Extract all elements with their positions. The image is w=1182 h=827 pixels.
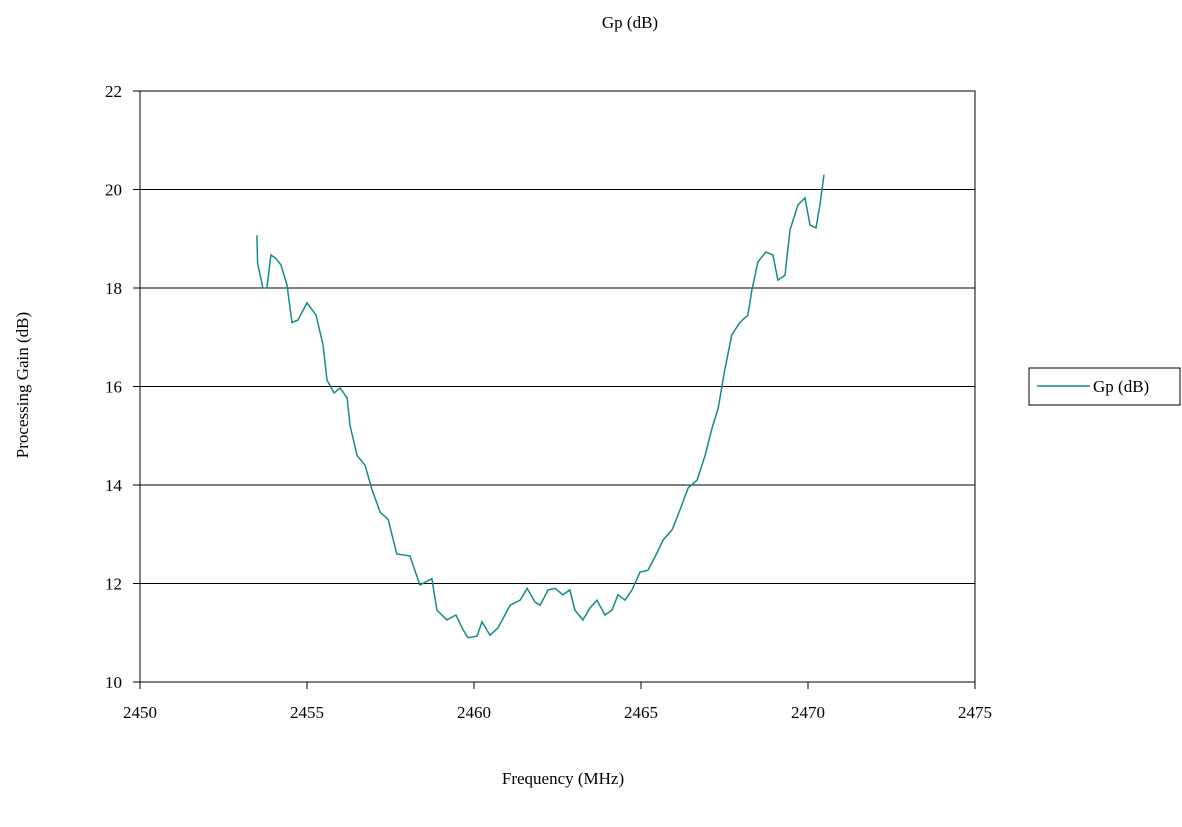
plot-border — [139, 90, 976, 683]
data-line — [256, 174, 825, 639]
chart-title: Gp (dB) — [602, 13, 658, 32]
y-tick-label: 16 — [105, 378, 122, 397]
y-tick-label: 10 — [105, 673, 122, 692]
y-tick-label: 20 — [105, 181, 122, 200]
x-axis-label: Frequency (MHz) — [502, 769, 624, 788]
x-tick-label: 2470 — [791, 703, 825, 722]
x-tick-label: 2455 — [290, 703, 324, 722]
y-axis-label: Processing Gain (dB) — [13, 312, 32, 458]
x-tick-label: 2450 — [123, 703, 157, 722]
y-tick-label: 18 — [105, 279, 122, 298]
y-tick-label: 12 — [105, 575, 122, 594]
x-tick-label: 2460 — [457, 703, 491, 722]
y-tick-label: 14 — [105, 476, 123, 495]
x-tick-label: 2465 — [624, 703, 658, 722]
x-tick-label: 2475 — [958, 703, 992, 722]
y-tick-label: 22 — [105, 82, 122, 101]
legend-label: Gp (dB) — [1093, 377, 1149, 396]
